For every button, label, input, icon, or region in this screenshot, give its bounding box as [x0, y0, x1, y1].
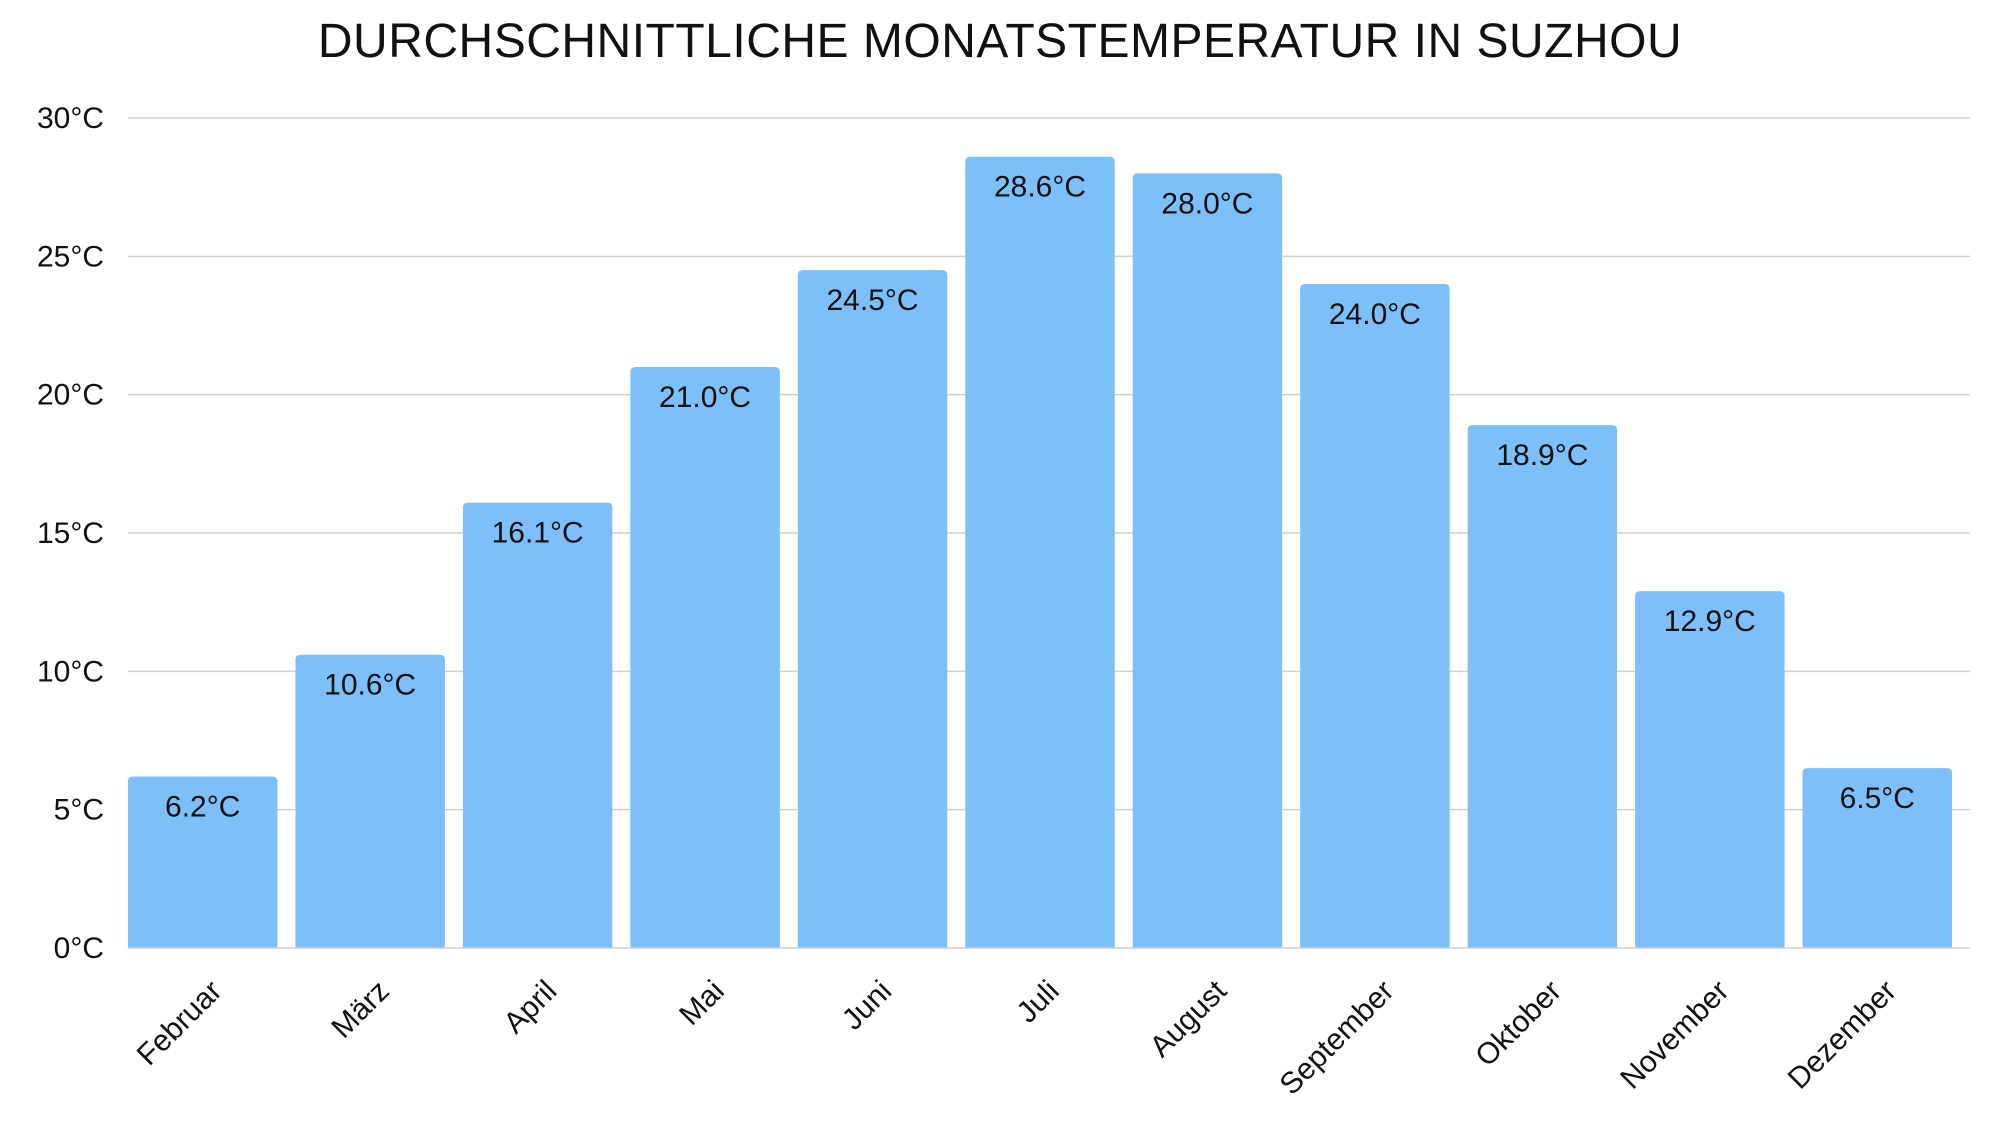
bar-value-label: 6.2°C [165, 790, 240, 823]
bar-value-label: 28.6°C [994, 171, 1086, 204]
bar [1300, 284, 1450, 948]
x-tick-label: März [325, 974, 395, 1044]
y-tick-label: 15°C [37, 517, 104, 550]
x-tick-label: November [1614, 974, 1735, 1095]
bar-value-label: 10.6°C [324, 669, 416, 702]
bar-value-label: 18.9°C [1496, 439, 1588, 472]
bar-value-label: 28.0°C [1161, 187, 1253, 220]
x-tick-label: Februar [131, 974, 229, 1072]
x-tick-label: September [1273, 974, 1400, 1101]
y-tick-label: 0°C [54, 932, 104, 965]
bar-value-label: 16.1°C [492, 517, 584, 550]
y-tick-label: 5°C [54, 794, 104, 827]
bar [1132, 173, 1283, 949]
bar [630, 367, 780, 948]
x-tick-label: August [1144, 974, 1234, 1064]
bar [965, 156, 1115, 948]
x-tick-label: April [498, 974, 564, 1040]
y-tick-label: 30°C [37, 102, 104, 135]
bar-value-label: 12.9°C [1664, 605, 1756, 638]
bar [1635, 591, 1785, 948]
bar [128, 776, 278, 948]
y-tick-label: 10°C [37, 655, 104, 688]
y-tick-label: 20°C [37, 379, 104, 412]
chart-title: DURCHSCHNITTLICHE MONATSTEMPERATUR IN SU… [317, 15, 1683, 68]
x-tick-label: Oktober [1469, 974, 1568, 1073]
bar-value-label: 24.0°C [1329, 298, 1421, 331]
bar [295, 654, 445, 948]
x-tick-label: Juli [1010, 974, 1065, 1029]
bar-value-label: 6.5°C [1840, 782, 1915, 815]
y-tick-label: 25°C [37, 240, 104, 273]
x-tick-label: Mai [673, 974, 731, 1032]
bar-value-label: 21.0°C [659, 381, 751, 414]
bar [462, 502, 613, 948]
bar [1802, 768, 1952, 948]
x-tick-label: Dezember [1782, 974, 1903, 1095]
bar-value-label: 24.5°C [827, 284, 919, 317]
bar [1467, 425, 1618, 949]
x-tick-label: Juni [836, 974, 898, 1036]
bar [797, 270, 948, 949]
